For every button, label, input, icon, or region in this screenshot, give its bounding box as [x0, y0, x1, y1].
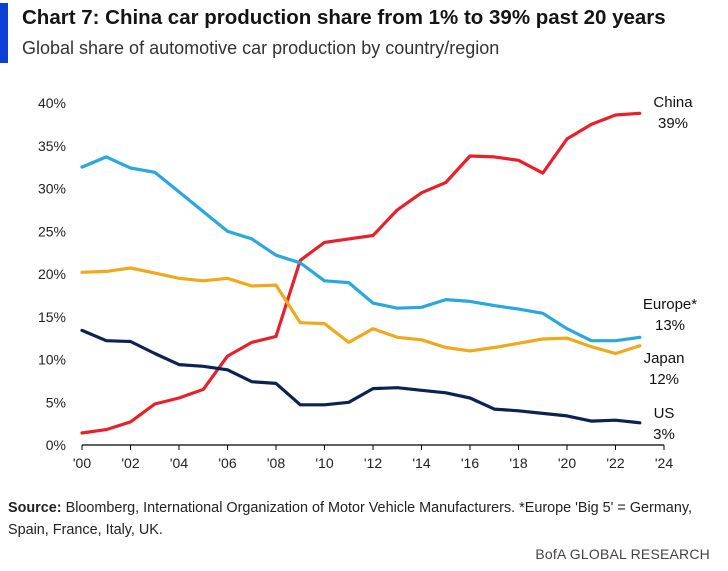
- x-tick-label: '00: [73, 455, 91, 471]
- series-line-europe: [80, 155, 642, 343]
- x-tick-label: '08: [267, 455, 285, 471]
- series-line-us: [80, 328, 642, 425]
- x-tick-label: '04: [170, 455, 188, 471]
- chart-title: Chart 7: China car production share from…: [22, 6, 666, 29]
- x-tick-label: '16: [461, 455, 479, 471]
- x-tick-label: '06: [218, 455, 236, 471]
- y-tick-label: 30%: [38, 181, 66, 197]
- series-value-japan: 12%: [649, 371, 679, 388]
- y-tick-label: 0%: [46, 437, 66, 453]
- source-text: Bloomberg, International Organization of…: [8, 500, 692, 538]
- x-tick-label: '14: [412, 455, 430, 471]
- y-tick-label: 25%: [38, 223, 66, 239]
- source-label: Source:: [8, 500, 62, 516]
- series-line-china: [80, 111, 642, 435]
- source-note: Source: Bloomberg, International Organiz…: [8, 497, 720, 541]
- x-tick-label: '24: [655, 455, 673, 471]
- x-tick-label: '20: [558, 455, 576, 471]
- series-line-japan: [80, 266, 642, 356]
- x-tick-label: '10: [315, 455, 333, 471]
- y-tick-label: 40%: [38, 95, 66, 111]
- x-tick-label: '02: [121, 455, 139, 471]
- series-name-europe: Europe*: [643, 296, 697, 313]
- series-layer: [80, 111, 642, 435]
- line-chart: 0%5%10%15%20%25%30%35%40% '00'02'04'06'0…: [38, 94, 697, 471]
- series-value-china: 39%: [658, 115, 688, 132]
- x-tick-label: '18: [509, 455, 527, 471]
- accent-bar: [0, 3, 8, 63]
- chart-subtitle: Global share of automotive car productio…: [22, 38, 500, 58]
- series-name-us: US: [654, 405, 675, 422]
- y-tick-label: 35%: [38, 138, 66, 154]
- y-tick-label: 10%: [38, 352, 66, 368]
- series-value-us: 3%: [653, 426, 675, 443]
- y-tick-label: 5%: [46, 394, 66, 410]
- x-axis: '00 '02 '04 '06 '08 '10 '12 '14 '16 '18 '20 '22 '24: [73, 444, 673, 471]
- brand-logo-text: BofA GLOBAL RESEARCH: [535, 546, 710, 562]
- x-tick-label: '22: [606, 455, 624, 471]
- y-axis: 0% 5% 10% 15% 20% 25% 30% 35% 40%: [38, 95, 66, 453]
- series-value-europe: 13%: [655, 317, 685, 334]
- series-name-china: China: [653, 94, 693, 111]
- series-labels: China 39% Europe* 13% Japan 12% US 3%: [643, 94, 697, 443]
- x-tick-label: '12: [364, 455, 382, 471]
- series-name-japan: Japan: [644, 350, 685, 367]
- y-tick-label: 15%: [38, 309, 66, 325]
- y-tick-label: 20%: [38, 266, 66, 282]
